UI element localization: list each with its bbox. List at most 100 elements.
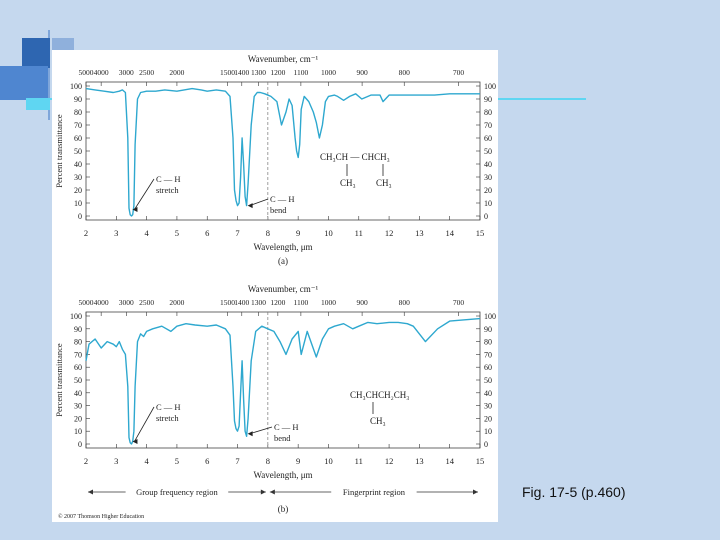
molecule-formula-text: CH₃CH — CHCH₃ [320, 152, 390, 162]
decor-vertical-line [48, 30, 50, 120]
region-label: Fingerprint region [343, 487, 406, 497]
ir-spectra-figure: © 2007 Thomson Higher Education Wavenumb… [52, 50, 498, 522]
x-tick-label: 13 [415, 456, 424, 466]
top-tick-label: 4000 [94, 68, 109, 77]
y-tick-label-left: 40 [74, 389, 82, 398]
ir-spectra-svg: © 2007 Thomson Higher Education Wavenumb… [54, 54, 496, 520]
annotation-arrow [134, 178, 155, 210]
region-label: Group frequency region [136, 487, 218, 497]
top-tick-label: 1300 [251, 298, 266, 307]
y-tick-label-right: 70 [484, 350, 492, 359]
panel-label: (b) [278, 504, 289, 514]
y-tick-label-right: 100 [484, 312, 496, 321]
x-tick-label: 14 [445, 228, 454, 238]
decor-square-light [52, 38, 74, 50]
top-tick-label: 700 [453, 298, 465, 307]
x-tick-label: 2 [84, 456, 88, 466]
x-tick-label: 10 [324, 456, 333, 466]
annotation-text: bend [270, 205, 287, 215]
region-label-bg [331, 486, 417, 497]
spectrum-line [85, 317, 481, 445]
y-tick-label-left: 20 [74, 186, 82, 195]
y-tick-label-right: 100 [484, 82, 496, 91]
top-tick-label: 2000 [169, 68, 184, 77]
molecule-formula-text: CH₃ [376, 178, 392, 188]
y-tick-label-right: 30 [484, 173, 492, 182]
y-tick-label-left: 40 [74, 160, 82, 169]
y-tick-label-left: 70 [74, 350, 82, 359]
top-tick-label: 800 [399, 68, 411, 77]
region-arrowhead-left [88, 489, 93, 495]
y-tick-label-right: 80 [484, 338, 492, 347]
y-tick-label-right: 20 [484, 414, 492, 423]
top-tick-label: 1400 [234, 298, 249, 307]
annotation-arrowhead [132, 207, 138, 212]
molecule-formula-text: CH₃ [340, 178, 356, 188]
x-tick-label: 4 [144, 456, 149, 466]
y-tick-label-left: 10 [74, 199, 82, 208]
decor-square-cyan [26, 98, 50, 110]
annotation-arrow [249, 198, 269, 206]
region-arrowhead-left [269, 489, 275, 495]
x-tick-label: 14 [445, 456, 454, 466]
y-tick-label-right: 0 [484, 440, 488, 449]
top-tick-label: 1200 [270, 298, 285, 307]
y-tick-label-right: 0 [484, 212, 488, 221]
figure-caption: Fig. 17-5 (p.460) [522, 484, 626, 500]
y-axis-label: Percent transmittance [54, 114, 64, 188]
top-tick-label: 2500 [139, 298, 154, 307]
y-tick-label-right: 50 [484, 376, 492, 385]
annotation-text: C — H [156, 174, 181, 184]
x-tick-label: 12 [385, 456, 394, 466]
decor-square-mid [0, 66, 48, 100]
y-tick-label-left: 90 [74, 95, 82, 104]
region-label-bg [125, 486, 229, 497]
annotation-arrow [134, 406, 155, 442]
spectrum-line [85, 87, 480, 217]
y-tick-label-left: 80 [74, 108, 82, 117]
top-tick-label: 1300 [251, 68, 266, 77]
annotation-arrow [249, 426, 273, 435]
y-axis-label: Percent transmittance [54, 343, 64, 417]
y-tick-label-left: 20 [74, 414, 82, 423]
top-tick-label: 1100 [294, 68, 309, 77]
y-tick-label-right: 90 [484, 95, 492, 104]
top-tick-label: 700 [453, 68, 465, 77]
y-tick-label-right: 50 [484, 147, 492, 156]
x-axis-label: Wavelength, μm [253, 470, 312, 480]
x-tick-label: 5 [175, 228, 179, 238]
y-tick-label-left: 30 [74, 402, 82, 411]
x-tick-label: 6 [205, 228, 209, 238]
top-tick-label: 1100 [294, 298, 309, 307]
panel-label: (a) [278, 256, 288, 266]
y-tick-label-right: 80 [484, 108, 492, 117]
top-tick-label: 900 [356, 298, 368, 307]
x-tick-label: 15 [476, 456, 485, 466]
copyright-text: © 2007 Thomson Higher Education [58, 513, 144, 520]
y-tick-label-right: 40 [484, 160, 492, 169]
x-tick-label: 7 [235, 228, 239, 238]
y-tick-label-right: 30 [484, 402, 492, 411]
annotation-text: C — H [274, 422, 299, 432]
y-tick-label-right: 10 [484, 427, 492, 436]
y-tick-label-left: 80 [74, 338, 82, 347]
y-tick-label-left: 100 [70, 82, 82, 91]
y-tick-label-right: 10 [484, 199, 492, 208]
top-tick-label: 2000 [169, 298, 184, 307]
y-tick-label-left: 60 [74, 134, 82, 143]
x-tick-label: 4 [144, 228, 149, 238]
y-tick-label-left: 60 [74, 363, 82, 372]
y-tick-label-right: 20 [484, 186, 492, 195]
annotation-arrowhead [247, 203, 253, 209]
annotation-text: stretch [156, 185, 179, 195]
top-tick-label: 4000 [94, 298, 109, 307]
x-tick-label: 5 [175, 456, 179, 466]
y-tick-label-right: 40 [484, 389, 492, 398]
spectrum-panel-a [85, 81, 481, 221]
top-axis-label: Wavenumber, cm⁻¹ [248, 284, 319, 294]
x-tick-label: 10 [324, 228, 333, 238]
y-tick-label-right: 60 [484, 363, 492, 372]
x-tick-label: 13 [415, 228, 424, 238]
y-tick-label-left: 50 [74, 376, 82, 385]
x-tick-label: 12 [385, 228, 394, 238]
